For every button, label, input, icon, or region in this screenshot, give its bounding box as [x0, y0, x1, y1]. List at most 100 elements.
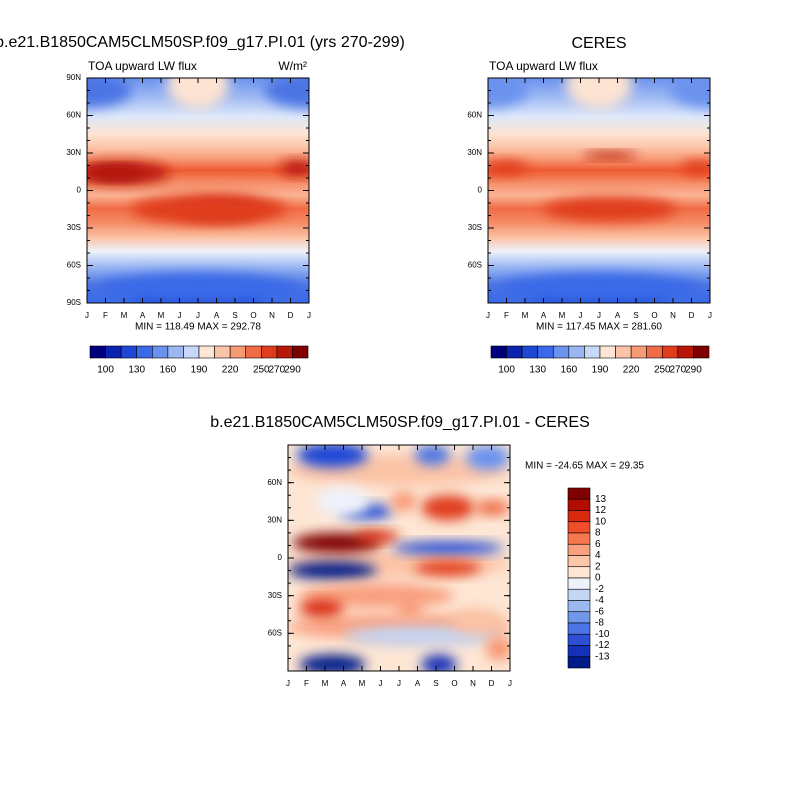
x-tick-label: N	[470, 679, 476, 688]
colorbar-box	[693, 345, 710, 359]
units: W/m²	[278, 59, 307, 73]
colorbar-label: 13	[595, 494, 607, 505]
x-tick-label: J	[178, 311, 182, 320]
y-tick-label: 30S	[468, 223, 482, 232]
colorbar-label: 160	[160, 365, 177, 376]
x-tick-label: J	[196, 311, 200, 320]
x-tick-label: O	[651, 311, 657, 320]
field-blob	[87, 161, 170, 185]
colorbar-label: -4	[595, 595, 604, 606]
colorbar-label: 100	[498, 365, 515, 376]
colorbar-box	[214, 345, 231, 359]
colorbar-label: 10	[595, 516, 607, 527]
field-blob	[98, 273, 298, 303]
colorbar-box	[490, 345, 507, 359]
colorbar-box	[677, 345, 694, 359]
x-tick-label: J	[307, 311, 311, 320]
x-tick-label: M	[559, 311, 566, 320]
y-tick-label: 60N	[467, 111, 482, 120]
colorbar-label: 220	[222, 365, 239, 376]
colorbar-label: 12	[595, 505, 607, 516]
y-tick-label: 60N	[267, 478, 282, 487]
colorbar-box	[151, 345, 169, 359]
stats: MIN = -24.65 MAX = 29.35	[525, 461, 644, 472]
panel-title: CERES	[571, 35, 626, 52]
field-blob	[421, 495, 475, 521]
colorbar-box	[567, 510, 591, 523]
colorbar-label: 130	[128, 365, 145, 376]
x-tick-label: A	[341, 679, 347, 688]
colorbar-box	[292, 345, 309, 359]
field-blob	[166, 78, 230, 110]
x-tick-label: J	[379, 679, 383, 688]
colorbar-label: 130	[529, 365, 546, 376]
x-tick-label: S	[633, 311, 638, 320]
field-blob	[316, 486, 371, 517]
colorbar-label: -10	[595, 629, 610, 640]
colorbar-box	[568, 345, 585, 359]
colorbar-box	[567, 498, 591, 511]
colorbar-box	[136, 345, 153, 359]
colorbar-box	[567, 622, 591, 635]
x-tick-label: F	[504, 311, 509, 320]
colorbar-box	[567, 645, 591, 658]
colorbar-box	[260, 345, 278, 359]
colorbar-box	[567, 487, 591, 500]
colorbar-box	[89, 345, 106, 359]
x-tick-label: A	[541, 311, 547, 320]
x-tick-label: M	[359, 679, 366, 688]
x-tick-label: M	[322, 679, 329, 688]
colorbar-label: 4	[595, 550, 601, 561]
y-tick-label: 0	[478, 186, 483, 195]
x-tick-label: J	[397, 679, 401, 688]
colorbar-label: -2	[595, 584, 604, 595]
colorbar-label: 250	[253, 365, 270, 376]
colorbar-label: 190	[191, 365, 208, 376]
contour-field	[488, 78, 710, 303]
x-tick-label: A	[415, 679, 421, 688]
field-blob	[465, 445, 510, 471]
x-tick-label: S	[232, 311, 237, 320]
colorbar-label: 290	[284, 365, 301, 376]
x-tick-label: D	[489, 679, 495, 688]
x-tick-label: J	[597, 311, 601, 320]
colorbar-label: 290	[685, 365, 702, 376]
colorbar-box	[198, 345, 215, 359]
colorbar-box	[105, 345, 122, 359]
colorbar-box	[584, 345, 601, 359]
field-background	[87, 78, 309, 303]
x-tick-label: F	[103, 311, 108, 320]
x-tick-label: M	[158, 311, 165, 320]
colorbar-label: -8	[595, 618, 604, 629]
colorbar-box	[567, 521, 591, 534]
field-blob	[485, 635, 510, 661]
x-tick-label: A	[140, 311, 146, 320]
x-tick-label: J	[579, 311, 583, 320]
x-tick-label: J	[85, 311, 89, 320]
y-tick-label: 60S	[268, 628, 282, 637]
colorbar-label: 220	[623, 365, 640, 376]
x-tick-label: A	[214, 311, 220, 320]
y-tick-label: 0	[278, 553, 283, 562]
colorbar-box	[599, 345, 616, 359]
colorbar-box	[537, 345, 554, 359]
colorbar-box	[567, 577, 591, 590]
x-tick-label: J	[708, 311, 712, 320]
field-blob	[565, 78, 633, 110]
y-tick-label: 60S	[468, 261, 482, 270]
field-blob	[392, 541, 504, 555]
colorbar-box	[229, 345, 247, 359]
colorbar-box	[567, 600, 591, 613]
colorbar-box	[183, 345, 200, 359]
x-tick-label: M	[522, 311, 529, 320]
y-tick-label: 30S	[268, 591, 282, 600]
field-blob	[450, 608, 504, 634]
x-tick-label: O	[451, 679, 457, 688]
x-tick-label: S	[433, 679, 438, 688]
colorbar-label: 250	[654, 365, 671, 376]
colorbar-label: 6	[595, 539, 601, 550]
stats: MIN = 118.49 MAX = 292.78	[135, 322, 261, 333]
colorbar-box	[521, 345, 539, 359]
colorbar-box	[567, 543, 591, 556]
colorbar-label: -12	[595, 640, 610, 651]
